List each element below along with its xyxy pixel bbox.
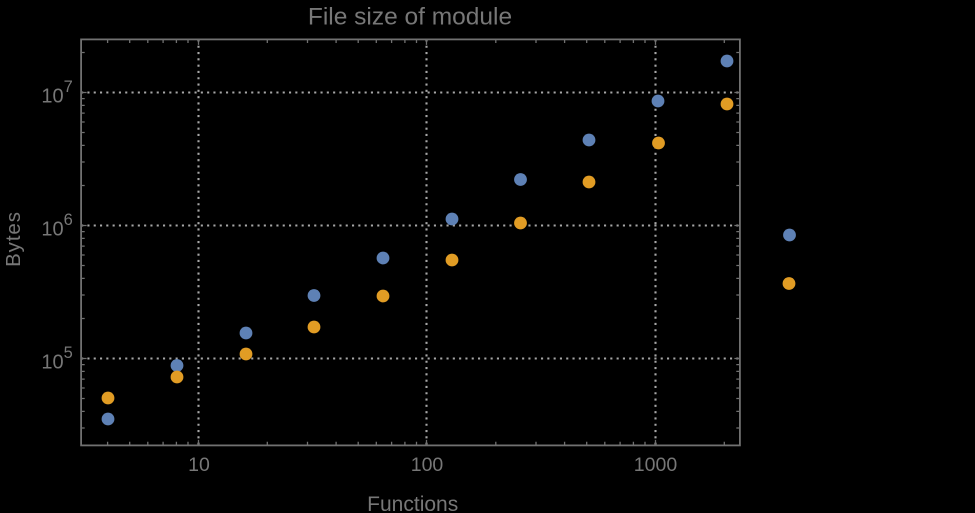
svg-text:100: 100	[411, 454, 444, 476]
svg-text:Functions: Functions	[367, 493, 458, 513]
svg-text:Bytes: Bytes	[2, 211, 25, 267]
svg-text:1000: 1000	[634, 454, 678, 476]
svg-text:10: 10	[188, 454, 210, 476]
svg-text:File size of module: File size of module	[308, 4, 512, 31]
